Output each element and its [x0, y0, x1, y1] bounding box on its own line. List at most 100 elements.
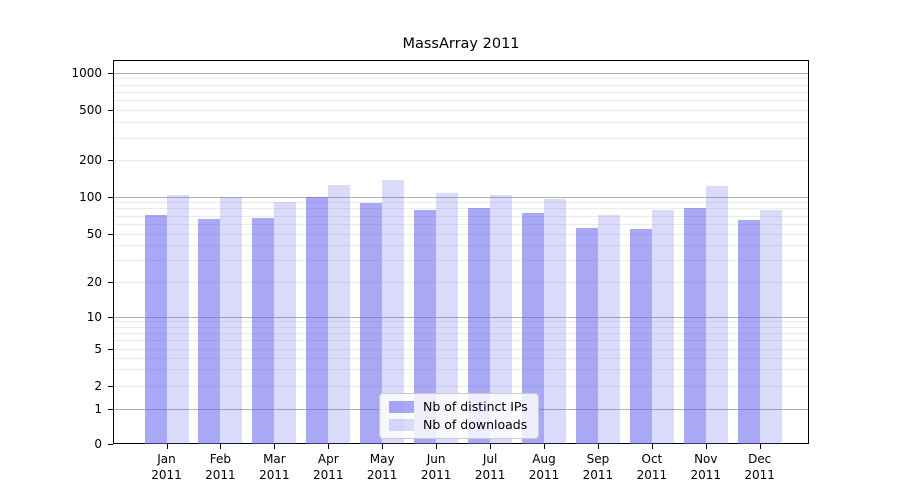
y-tick-mark: [108, 281, 113, 283]
y-tick-label: 100: [79, 189, 102, 204]
y-tick-label: 1: [94, 401, 102, 416]
y-tick-label: 2: [94, 379, 102, 393]
chart-title: MassArray 2011: [402, 36, 520, 52]
x-tick-year: 2011: [313, 467, 344, 482]
y-tick-label: 0: [94, 437, 102, 451]
x-tick-year: 2011: [474, 467, 506, 482]
x-tick-month: Aug: [532, 452, 556, 466]
gridline-minor: [114, 78, 808, 80]
x-tick-mark: [220, 444, 222, 449]
x-tick-month: Apr: [317, 452, 339, 466]
bar-apr-downloads: [328, 185, 351, 444]
bar-jul-distinct-ips: [468, 208, 491, 444]
y-tick-label: 5: [94, 341, 102, 356]
bar-may-downloads: [382, 179, 405, 444]
gridline-minor: [114, 122, 808, 124]
y-tick-mark: [108, 196, 113, 198]
gridline-minor: [114, 386, 808, 387]
x-tick-month: Nov: [694, 452, 718, 466]
x-tick-year: 2011: [205, 467, 236, 482]
y-tick-label: 10: [86, 309, 102, 324]
x-tick-mark: [490, 444, 492, 449]
y-tick-label: 1000: [71, 65, 102, 80]
x-tick-mark: [759, 444, 761, 449]
y-tick-label: 20: [86, 274, 102, 289]
y-tick-mark: [108, 316, 113, 318]
y-tick-label: 500: [79, 103, 102, 117]
bar-mar-downloads: [274, 202, 297, 444]
y-tick-label: 50: [86, 226, 102, 241]
x-tick-year: 2011: [528, 467, 560, 482]
x-tick-mark: [382, 444, 384, 449]
y-tick-mark: [108, 408, 113, 410]
gridline-minor: [114, 326, 808, 328]
y-tick-mark: [108, 233, 113, 235]
x-tick-month: Sep: [586, 452, 610, 466]
gridline-minor: [114, 369, 808, 371]
x-tick-label: Sep 2011: [570, 452, 626, 483]
x-tick-month: Oct: [641, 452, 663, 466]
gridline-minor: [114, 91, 808, 93]
bar-feb-distinct-ips: [198, 218, 221, 444]
x-tick-label: Oct 2011: [624, 452, 680, 483]
gridline-major: [114, 196, 808, 198]
bar-sep-distinct-ips: [575, 227, 598, 444]
gridline-minor: [114, 340, 808, 342]
x-tick-year: 2011: [366, 467, 398, 482]
x-tick-month: Jan: [157, 452, 176, 466]
x-tick-month: Feb: [209, 452, 232, 466]
x-tick-label: Mar 2011: [246, 452, 302, 483]
gridline-minor: [114, 223, 808, 225]
gridline-minor: [114, 348, 808, 350]
bar-jul-downloads: [490, 195, 513, 444]
x-tick-label: Jul 2011: [462, 452, 518, 483]
legend-row-downloads: Nb of downloads: [389, 418, 528, 432]
legend-swatch-downloads: [389, 419, 414, 431]
gridline-major: [114, 316, 808, 318]
x-tick-label: Feb 2011: [192, 452, 248, 483]
gridline-minor: [114, 137, 808, 139]
gridline-minor: [114, 321, 808, 323]
gridline-minor: [114, 100, 808, 102]
x-tick-month: May: [369, 452, 395, 466]
x-tick-month: Dec: [748, 452, 772, 466]
legend: Nb of distinct IPs Nb of downloads: [379, 393, 539, 439]
x-tick-label: Dec 2011: [732, 452, 788, 483]
bar-nov-downloads: [705, 186, 728, 444]
legend-label-distinct-ips: Nb of distinct IPs: [423, 399, 528, 414]
gridline-minor: [114, 281, 808, 283]
bar-oct-downloads: [651, 209, 674, 444]
x-tick-month: Mar: [263, 452, 286, 466]
x-tick-mark: [544, 444, 545, 449]
x-tick-mark: [597, 444, 599, 449]
x-tick-year: 2011: [259, 467, 290, 482]
y-tick-mark: [108, 72, 113, 74]
gridline-minor: [114, 215, 808, 217]
x-tick-year: 2011: [690, 467, 722, 482]
x-tick-label: Aug 2011: [516, 452, 572, 483]
x-tick-label: Apr 2011: [300, 452, 356, 483]
legend-row-distinct-ips: Nb of distinct IPs: [389, 400, 528, 414]
gridline-minor: [114, 84, 808, 86]
x-tick-label: May 2011: [354, 452, 410, 483]
x-tick-year: 2011: [744, 467, 775, 482]
bar-oct-distinct-ips: [629, 229, 652, 444]
gridline-major: [114, 72, 808, 74]
bar-aug-distinct-ips: [522, 213, 544, 444]
y-tick-mark: [108, 348, 113, 350]
x-tick-mark: [328, 444, 330, 449]
x-tick-year: 2011: [420, 467, 452, 482]
bar-nov-distinct-ips: [683, 207, 706, 444]
bar-jan-downloads: [166, 194, 189, 444]
x-tick-mark: [651, 444, 653, 449]
bar-feb-downloads: [220, 196, 243, 444]
x-tick-label: Nov 2011: [678, 452, 734, 483]
x-tick-mark: [166, 444, 168, 449]
x-tick-year: 2011: [582, 467, 614, 482]
plot-area: Nb of distinct IPs Nb of downloads 0 1 2 5 1…: [71, 60, 809, 482]
x-tick-mark: [705, 444, 707, 449]
gridline-minor: [114, 333, 808, 334]
gridline-minor: [114, 245, 808, 247]
bar-jan-distinct-ips: [144, 214, 167, 444]
